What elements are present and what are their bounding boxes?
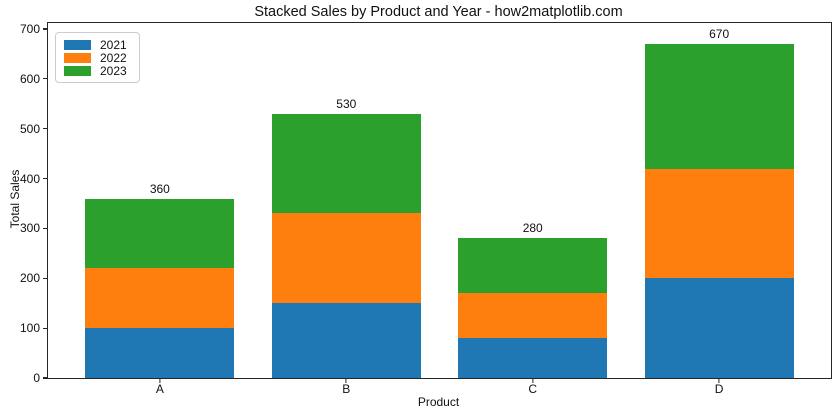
y-tick-mark: [43, 128, 47, 130]
x-tick-mark: [159, 379, 161, 383]
y-tick-label: 400: [19, 171, 40, 186]
plot-area: 2021 2022 2023 0 100 200 300 400 500 600 700 A 360 B…: [20, 22, 832, 396]
x-tick-label: A: [155, 382, 164, 396]
x-tick-label: C: [528, 382, 538, 396]
y-tick-mark: [43, 377, 47, 379]
y-tick-mark: [43, 177, 47, 180]
bar-segment-2022-B: [271, 213, 421, 304]
bar-segment-2023-C: [458, 238, 608, 294]
bar-total-label: 670: [709, 26, 730, 41]
x-tick-label: D: [714, 382, 724, 396]
legend-item-2023: 2023: [64, 64, 127, 77]
y-tick-mark: [43, 227, 47, 229]
legend-items: 2021 2022 2023: [64, 38, 127, 77]
bar-segment-2022-C: [458, 293, 608, 339]
y-tick-mark: [43, 28, 47, 30]
y-tick-label: 500: [19, 121, 40, 136]
bar-segment-2023-D: [644, 43, 794, 169]
y-tick-label: 100: [19, 321, 40, 336]
x-tick-mark: [345, 379, 347, 383]
legend-swatch-2021: [64, 39, 91, 50]
y-tick-label: 200: [19, 271, 40, 286]
legend-swatch-2023: [64, 65, 91, 76]
bar-segment-2022-D: [644, 168, 794, 279]
bar-segment-2021-C: [458, 338, 608, 378]
bar-stack-D: [644, 43, 794, 378]
legend: 2021 2022 2023: [55, 32, 140, 83]
x-axis-label: Product: [417, 395, 460, 409]
y-tick-mark: [43, 327, 47, 329]
legend-label: 2023: [100, 63, 127, 78]
bar-segment-2023-A: [85, 198, 235, 269]
bar-segment-2023-B: [271, 113, 421, 214]
y-tick-mark: [43, 277, 47, 279]
legend-swatch-2022: [64, 52, 91, 63]
bar-total-label: 530: [336, 96, 357, 111]
y-tick-label: 0: [33, 371, 40, 385]
bar-segment-2022-A: [85, 268, 235, 329]
legend-label: 2021: [100, 37, 127, 52]
x-tick-mark: [718, 379, 720, 383]
bar-stack-A: [85, 198, 235, 378]
y-tick-label: 600: [19, 71, 40, 86]
legend-item-2022: 2022: [64, 51, 127, 64]
chart-title: Stacked Sales by Product and Year - how2…: [254, 4, 623, 20]
y-tick-mark: [43, 78, 47, 80]
y-tick-label: 300: [19, 221, 40, 236]
bar-segment-2021-B: [271, 303, 421, 378]
legend-label: 2022: [100, 50, 127, 65]
bar-segment-2021-A: [85, 328, 235, 378]
bar-segment-2021-D: [644, 278, 794, 378]
legend-item-2021: 2021: [64, 38, 127, 51]
bar-total-label: 280: [522, 221, 543, 236]
y-tick-label: 700: [19, 21, 40, 36]
bar-total-label: 360: [149, 181, 170, 196]
x-tick-label: B: [342, 382, 351, 396]
x-tick-mark: [532, 379, 534, 383]
bar-stack-B: [271, 113, 421, 378]
bar-stack-C: [458, 238, 608, 378]
